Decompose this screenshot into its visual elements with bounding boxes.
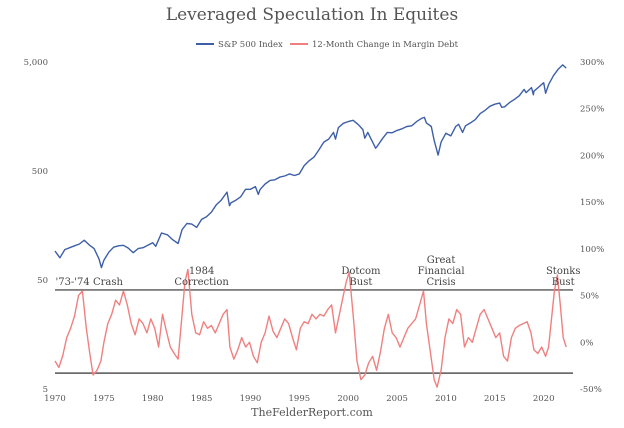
x-axis-ticks: 1970 1975 1980 1985 1990 1995 2000 2005 2010 2015… bbox=[44, 394, 554, 404]
x-tick-label: 1980 bbox=[142, 394, 164, 404]
x-tick-label: 2000 bbox=[337, 394, 359, 404]
event-annotation: Great Financial Crisis bbox=[418, 255, 465, 288]
reference-lines bbox=[55, 289, 573, 374]
right-tick-label: 250% bbox=[580, 105, 604, 115]
right-tick-label: 150% bbox=[580, 198, 604, 208]
x-tick-label: 2020 bbox=[533, 394, 555, 404]
right-tick-label: 200% bbox=[580, 151, 604, 161]
x-tick-label: 1985 bbox=[191, 394, 213, 404]
x-tick-label: 1995 bbox=[289, 394, 311, 404]
right-axis-ticks: -50% 0% 50% 100% 150% 200% 250% 300% bbox=[580, 58, 604, 395]
series-line-sp500 bbox=[54, 64, 567, 269]
legend: S&P 500 Index 12-Month Change in Margin … bbox=[196, 40, 459, 50]
left-tick-label: 50 bbox=[37, 276, 48, 286]
x-tick-label: 1990 bbox=[240, 394, 262, 404]
right-tick-label: 300% bbox=[580, 58, 604, 68]
series-layer bbox=[54, 64, 567, 388]
right-tick-label: 50% bbox=[580, 292, 599, 302]
series-line-margin-debt bbox=[54, 268, 567, 388]
event-annotation: Dotcom Bust bbox=[341, 266, 381, 288]
source-credit: TheFelderReport.com bbox=[251, 406, 373, 419]
left-tick-label: 5 bbox=[43, 385, 48, 395]
chart-title: Leveraged Speculation In Equites bbox=[166, 5, 458, 25]
left-tick-label: 500 bbox=[32, 167, 48, 177]
event-annotation: Stonks Bust bbox=[546, 266, 581, 288]
right-tick-label: 100% bbox=[580, 245, 604, 255]
x-tick-label: 1975 bbox=[93, 394, 115, 404]
right-tick-label: 0% bbox=[580, 338, 594, 348]
event-annotation: '73-'74 Crash bbox=[55, 277, 123, 288]
x-tick-label: 2005 bbox=[386, 394, 408, 404]
event-annotation: 1984 Correction bbox=[174, 266, 229, 288]
x-tick-label: 2015 bbox=[484, 394, 506, 404]
left-tick-label: 5,000 bbox=[24, 58, 48, 68]
x-tick-label: 1970 bbox=[44, 394, 66, 404]
legend-label-sp500: S&P 500 Index bbox=[218, 40, 283, 50]
legend-label-margin-debt: 12-Month Change in Margin Debt bbox=[312, 40, 459, 50]
annotations: '73-'74 Crash 1984 Correction Dotcom Bust Gre… bbox=[55, 255, 580, 288]
x-tick-label: 2010 bbox=[435, 394, 457, 404]
left-axis-ticks: 5 50 500 5,000 bbox=[24, 58, 48, 395]
right-tick-label: -50% bbox=[580, 385, 602, 395]
